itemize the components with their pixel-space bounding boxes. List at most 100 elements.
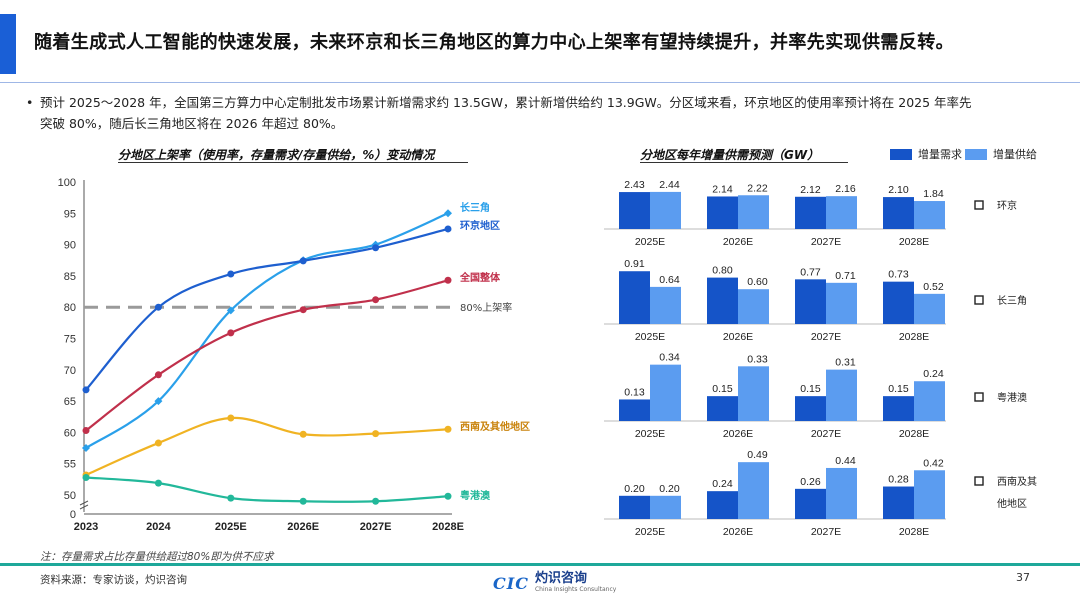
data-point-粤港澳 [444, 492, 452, 500]
bar-demand [619, 495, 650, 519]
title-accent-bar [0, 14, 16, 74]
bar-demand-value: 0.24 [712, 478, 733, 490]
data-point-西南及其他地区 [444, 425, 452, 433]
bar-supply-value: 1.84 [923, 188, 944, 200]
bar-category-label: 2027E [811, 526, 841, 538]
series-label-粤港澳: 粤港澳 [460, 489, 491, 502]
bar-supply [738, 366, 769, 421]
bar-demand [883, 486, 914, 519]
bar-category-label: 2028E [899, 526, 929, 538]
region-label: 环京 [997, 199, 1017, 212]
x-tick-label: 2028E [432, 521, 464, 533]
bar-category-label: 2028E [899, 428, 929, 440]
bar-demand [883, 197, 914, 229]
bar-supply-value: 0.20 [659, 483, 680, 495]
bar-supply-value: 0.31 [835, 357, 856, 369]
x-tick-label: 2025E [215, 521, 247, 533]
region-label: 长三角 [997, 295, 1027, 307]
reference-line-label: 80%上架率 [460, 301, 512, 314]
bar-supply [650, 286, 681, 324]
summary-line-1: 预计 2025～2028 年，全国第三方算力中心定制批发市场累计新增需求约 13… [40, 95, 972, 110]
data-point-全国整体 [299, 306, 307, 314]
bar-demand-value: 0.73 [888, 269, 909, 281]
bar-demand-value: 0.20 [624, 483, 645, 495]
bar-category-label: 2025E [635, 236, 665, 248]
bar-supply-value: 0.33 [747, 353, 768, 365]
data-point-粤港澳 [227, 494, 235, 502]
series-label-全国整体: 全国整体 [459, 271, 501, 284]
bar-demand-value: 2.43 [624, 179, 645, 191]
bar-supply-value: 0.34 [659, 352, 680, 364]
bar-supply-value: 0.52 [923, 281, 944, 293]
bar-chart-title-rule [640, 162, 848, 163]
bar-demand-value: 2.14 [712, 183, 733, 195]
data-point-环京地区 [227, 270, 235, 278]
bar-supply [826, 369, 857, 421]
bar-supply-value: 0.64 [659, 274, 680, 286]
bar-supply [914, 293, 945, 324]
y-tick-label: 0 [70, 509, 76, 521]
region-marker [974, 295, 984, 305]
series-line-全国整体 [85, 279, 449, 432]
x-tick-label: 2023 [74, 521, 98, 533]
bar-supply [914, 470, 945, 519]
summary-bullet: • 预计 2025～2028 年，全国第三方算力中心定制批发市场累计新增需求约 … [26, 92, 1060, 134]
bar-demand [619, 271, 650, 324]
bar-supply-value: 0.42 [923, 457, 944, 469]
bar-category-label: 2025E [635, 428, 665, 440]
bar-demand-value: 0.13 [624, 386, 645, 398]
axis-break-mark [79, 504, 89, 510]
bar-demand [619, 192, 650, 229]
bar-supply [914, 381, 945, 421]
bar-demand-value: 2.12 [800, 184, 821, 196]
bar-demand [883, 281, 914, 324]
bar-demand [883, 396, 914, 421]
bar-demand [707, 491, 738, 519]
footnote: 注：存量需求占比存量供给超过80%即为供不应求 [40, 551, 274, 563]
title-divider [0, 82, 1080, 83]
bar-demand-value: 0.80 [712, 265, 733, 277]
data-point-环京地区 [372, 244, 380, 252]
bar-demand [619, 399, 650, 421]
bar-demand-value: 0.15 [888, 383, 909, 395]
data-point-环京地区 [154, 303, 162, 311]
series-line-西南及其他地区 [85, 416, 449, 476]
bar-category-label: 2026E [723, 428, 753, 440]
bar-supply-value: 0.24 [923, 368, 944, 380]
data-point-粤港澳 [299, 497, 307, 505]
bar-supply-value: 0.49 [747, 449, 768, 461]
summary-line-2: 突破 80%，随后长三角地区将在 2026 年超过 80%。 [40, 116, 344, 131]
y-tick-label: 70 [64, 365, 76, 377]
x-tick-label: 2024 [146, 521, 171, 533]
bar-demand-value: 0.15 [800, 383, 821, 395]
logo-cic-text: CIC [493, 573, 529, 593]
bar-chart-title: 分地区每年增量供需预测（GW） [640, 148, 820, 162]
data-point-全国整体 [82, 427, 90, 435]
region-marker [974, 200, 984, 210]
footer-divider [0, 563, 1080, 566]
legend-demand-swatch [890, 148, 912, 160]
y-tick-label: 50 [64, 490, 76, 502]
bar-category-label: 2026E [723, 236, 753, 248]
bullet-dot: • [26, 95, 34, 110]
bar-category-label: 2028E [899, 236, 929, 248]
bar-demand-value: 0.26 [800, 476, 821, 488]
bar-supply [914, 201, 945, 229]
bar-supply [738, 195, 769, 229]
bar-demand [795, 196, 826, 229]
y-tick-label: 90 [64, 240, 76, 252]
bar-category-label: 2025E [635, 331, 665, 343]
bar-demand [707, 396, 738, 421]
series-line-环京地区 [85, 227, 449, 391]
bar-supply [650, 191, 681, 229]
y-tick-label: 55 [64, 459, 76, 471]
y-tick-label: 85 [64, 271, 76, 283]
bar-supply-value: 0.44 [835, 455, 856, 467]
y-tick-label: 75 [64, 334, 76, 346]
data-point-西南及其他地区 [299, 430, 307, 438]
region-label-line1: 西南及其 [997, 475, 1037, 488]
bar-supply-value: 0.60 [747, 276, 768, 288]
bar-category-label: 2028E [899, 331, 929, 343]
data-point-全国整体 [372, 296, 380, 304]
bar-demand [795, 396, 826, 421]
